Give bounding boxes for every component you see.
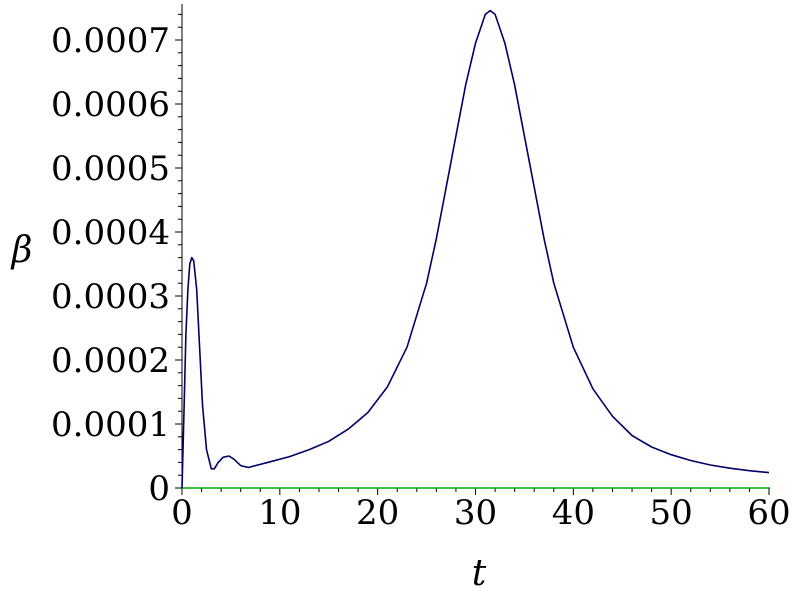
y-tick-label: 0.0002: [51, 341, 170, 381]
tick-labels: 0 10 20 30 40 50 60 0 0.0001 0.0002 0.0003 0.0004 0.…: [51, 21, 791, 533]
series-line-beta: [181, 9, 770, 489]
x-tick-label: 10: [258, 493, 301, 533]
x-tick-label: 0: [171, 493, 193, 533]
plot-area: [181, 9, 770, 489]
y-tick-label: 0.0006: [51, 85, 170, 125]
y-tick-label: 0: [148, 469, 170, 509]
x-tick-label: 60: [747, 493, 790, 533]
y-tick-label: 0.0005: [51, 149, 170, 189]
y-tick-label: 0.0003: [51, 277, 170, 317]
x-tick-label: 20: [356, 493, 399, 533]
x-tick-label: 50: [650, 493, 693, 533]
x-tick-label: 40: [552, 493, 595, 533]
y-tick-label: 0.0001: [51, 405, 170, 445]
y-axis-label: β: [10, 230, 33, 271]
y-tick-label: 0.0007: [51, 21, 170, 61]
x-tick-label: 30: [454, 493, 497, 533]
axes: [181, 4, 770, 489]
y-tick-label: 0.0004: [51, 213, 170, 253]
x-axis-label: t: [472, 553, 487, 594]
ticks: [175, 13, 770, 495]
